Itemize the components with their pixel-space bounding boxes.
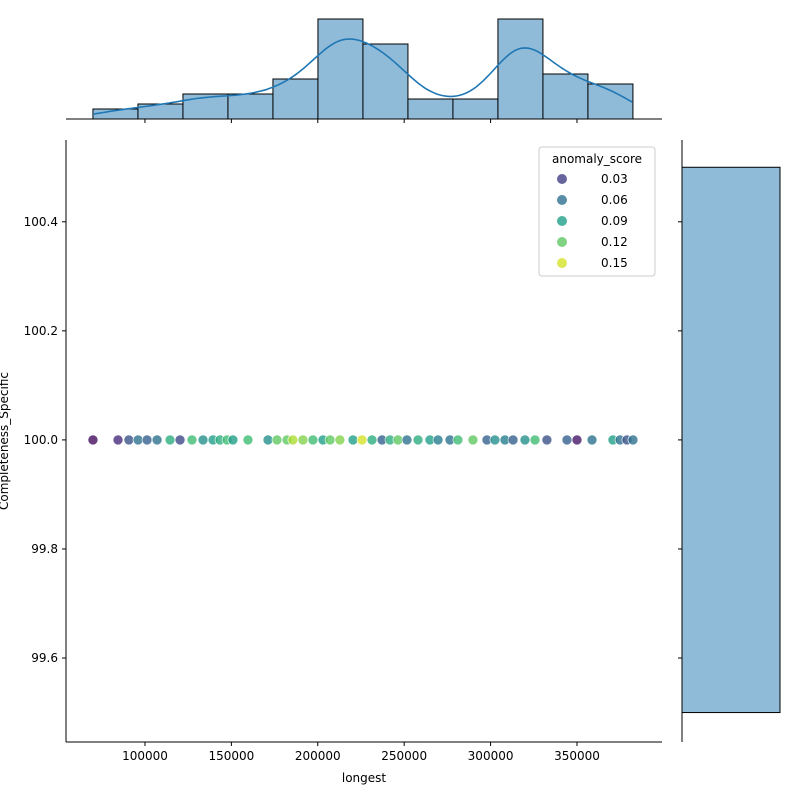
y-tick-label: 100.2	[24, 324, 58, 338]
scatter-point	[287, 434, 299, 446]
legend-marker	[557, 174, 567, 184]
y-tick-label: 100.0	[24, 433, 58, 447]
legend-label: 0.15	[601, 256, 628, 270]
x-tick-label: 350000	[554, 749, 600, 763]
legend-marker	[557, 216, 567, 226]
scatter-point	[227, 434, 239, 446]
legend-marker	[557, 195, 567, 205]
scatter-point	[356, 434, 368, 446]
x-histogram-bar	[227, 93, 274, 120]
x-histogram-bar	[317, 18, 364, 120]
scatter-point	[529, 434, 541, 446]
scatter-point	[123, 434, 135, 446]
scatter-point	[164, 434, 176, 446]
x-histogram-bar	[362, 43, 409, 120]
y-marginal-axes	[678, 140, 781, 742]
scatter-point	[561, 434, 573, 446]
x-histogram-bar	[497, 18, 544, 120]
scatter-axes: 100000 150000 200000 250000 300000 350000 99.6…	[24, 140, 662, 763]
scatter-point	[112, 434, 124, 446]
legend-label: 0.12	[601, 235, 628, 249]
scatter-point	[132, 434, 144, 446]
scatter-point	[151, 434, 163, 446]
y-histogram-bar	[681, 166, 781, 714]
scatter-point	[271, 434, 283, 446]
scatter-point	[571, 434, 583, 446]
scatter-point	[489, 434, 501, 446]
x-histogram-bar	[587, 83, 634, 120]
y-axis-label: Completeness_Specific	[0, 372, 11, 510]
scatter-point	[141, 434, 153, 446]
legend-label: 0.03	[601, 172, 628, 186]
scatter-point	[197, 434, 209, 446]
x-marginal-axes	[66, 18, 662, 123]
scatter-point	[366, 434, 378, 446]
x-histogram-bar	[452, 98, 499, 120]
scatter-point	[586, 434, 598, 446]
y-tick-label: 99.8	[31, 542, 58, 556]
x-tick-label: 150000	[208, 749, 254, 763]
legend-label: 0.09	[601, 214, 628, 228]
legend-marker	[557, 258, 567, 268]
scatter-point	[297, 434, 309, 446]
y-tick-label: 99.6	[31, 651, 58, 665]
legend: anomaly_score 0.03 0.06 0.09 0.12 0.15	[538, 146, 656, 277]
legend-label: 0.06	[601, 193, 628, 207]
scatter-point	[392, 434, 404, 446]
scatter-point	[307, 434, 319, 446]
x-axis-label: longest	[342, 771, 387, 785]
x-tick-label: 200000	[295, 749, 341, 763]
x-tick-label: 250000	[381, 749, 427, 763]
scatter-point	[412, 434, 424, 446]
scatter-point	[324, 434, 336, 446]
scatter-point	[186, 434, 198, 446]
x-kde-line	[92, 38, 633, 115]
legend-marker	[557, 237, 567, 247]
scatter-point	[242, 434, 254, 446]
scatter-point	[174, 434, 186, 446]
legend-title: anomaly_score	[552, 152, 642, 166]
scatter-point	[541, 434, 553, 446]
scatter-point	[452, 434, 464, 446]
scatter-point	[519, 434, 531, 446]
scatter-point	[507, 434, 519, 446]
scatter-point	[467, 434, 479, 446]
x-histogram-bar	[407, 98, 454, 120]
scatter-point	[87, 434, 99, 446]
x-tick-label: 100000	[122, 749, 168, 763]
y-tick-label: 100.4	[24, 215, 58, 229]
scatter-point	[262, 434, 274, 446]
scatter-point	[432, 434, 444, 446]
scatter-point	[627, 434, 639, 446]
scatter-point	[401, 434, 413, 446]
x-tick-label: 300000	[468, 749, 514, 763]
x-histogram-bar	[542, 73, 589, 120]
scatter-point	[347, 434, 359, 446]
scatter-point	[334, 434, 346, 446]
